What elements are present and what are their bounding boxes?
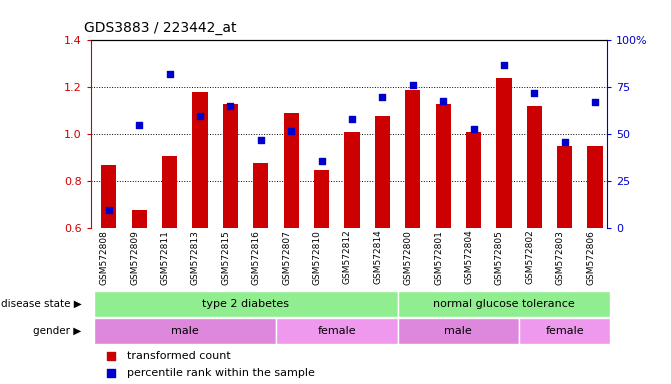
Bar [588, 146, 603, 228]
Bar [162, 156, 177, 228]
Point [499, 62, 509, 68]
Text: male: male [171, 326, 199, 336]
Point [195, 113, 205, 119]
Bar [405, 90, 420, 228]
Bar [519, 318, 611, 344]
Bar [435, 104, 451, 228]
Text: GSM572814: GSM572814 [373, 230, 382, 285]
Bar [497, 78, 511, 228]
Point [590, 99, 601, 106]
Text: type 2 diabetes: type 2 diabetes [202, 299, 289, 309]
Text: GDS3883 / 223442_at: GDS3883 / 223442_at [84, 21, 236, 35]
Point [286, 127, 297, 134]
Text: GSM572807: GSM572807 [282, 230, 291, 285]
Text: GSM572802: GSM572802 [525, 230, 534, 285]
Text: GSM572816: GSM572816 [252, 230, 261, 285]
Bar [466, 132, 481, 228]
Text: male: male [444, 326, 472, 336]
Bar [94, 318, 276, 344]
Point [407, 83, 418, 89]
Point [560, 139, 570, 145]
Bar [314, 170, 329, 228]
Text: GSM572811: GSM572811 [160, 230, 170, 285]
Bar [253, 163, 268, 228]
Text: GSM572806: GSM572806 [586, 230, 595, 285]
Bar [94, 291, 397, 317]
Text: female: female [546, 326, 584, 336]
Point [529, 90, 539, 96]
Text: percentile rank within the sample: percentile rank within the sample [127, 368, 315, 378]
Text: GSM572809: GSM572809 [130, 230, 139, 285]
Point [316, 158, 327, 164]
Text: GSM572810: GSM572810 [313, 230, 321, 285]
Text: GSM572808: GSM572808 [100, 230, 109, 285]
Text: disease state ▶: disease state ▶ [1, 299, 81, 309]
Text: GSM572815: GSM572815 [221, 230, 230, 285]
Text: GSM572804: GSM572804 [464, 230, 474, 285]
Point [256, 137, 266, 143]
Text: gender ▶: gender ▶ [34, 326, 81, 336]
Bar [193, 92, 207, 228]
Text: GSM572812: GSM572812 [343, 230, 352, 285]
Text: GSM572813: GSM572813 [191, 230, 200, 285]
Bar [223, 104, 238, 228]
Point [103, 207, 114, 213]
Point [225, 103, 236, 109]
Text: GSM572801: GSM572801 [434, 230, 443, 285]
Point [377, 94, 388, 100]
Text: transformed count: transformed count [127, 351, 231, 361]
Point [106, 370, 117, 376]
Text: female: female [317, 326, 356, 336]
Text: normal glucose tolerance: normal glucose tolerance [433, 299, 575, 309]
Bar [132, 210, 147, 228]
Point [437, 98, 448, 104]
Bar [101, 165, 117, 228]
Point [106, 353, 117, 359]
Bar [397, 318, 519, 344]
Bar [557, 146, 572, 228]
Bar [397, 291, 611, 317]
Point [347, 116, 358, 122]
Point [164, 71, 175, 77]
Point [468, 126, 479, 132]
Text: GSM572800: GSM572800 [404, 230, 413, 285]
Text: GSM572803: GSM572803 [556, 230, 565, 285]
Bar [527, 106, 542, 228]
Point [134, 122, 144, 128]
Text: GSM572805: GSM572805 [495, 230, 504, 285]
Bar [344, 132, 360, 228]
Bar [284, 113, 299, 228]
Bar [374, 116, 390, 228]
Bar [276, 318, 397, 344]
